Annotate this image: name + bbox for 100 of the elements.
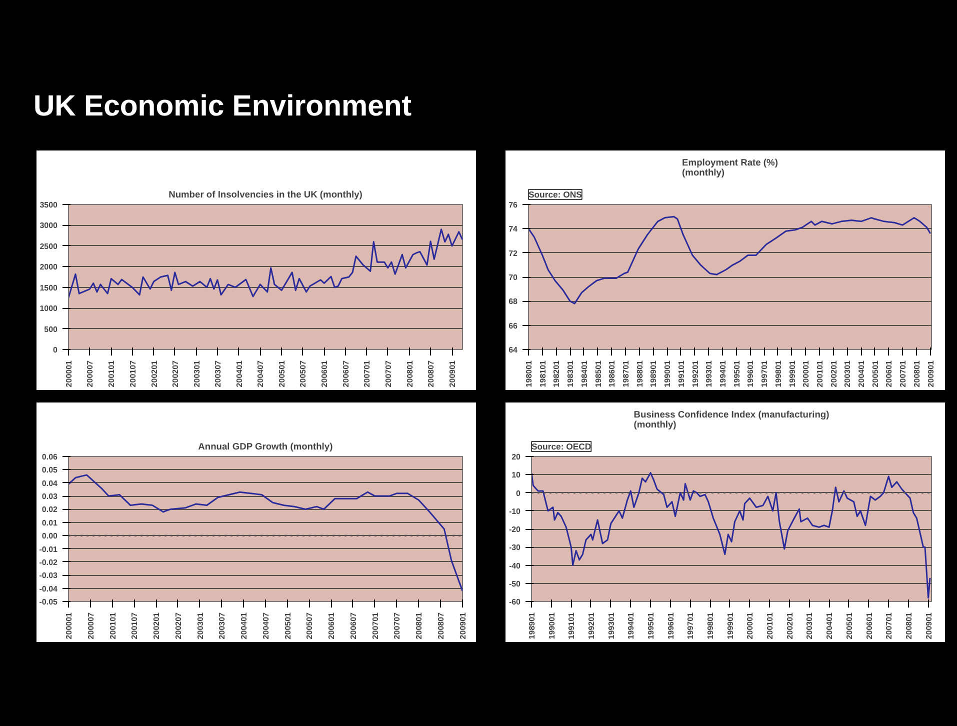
source-note: Source: ONS [528,190,582,200]
x-tick-label: 200801 [904,612,914,640]
x-tick-label: 199801 [706,612,716,640]
x-tick-label: 200701 [362,360,372,388]
y-tick-label: -30 [508,543,522,552]
y-tick-label: -10 [508,506,522,516]
x-tick-label: 200007 [86,612,96,640]
x-tick-label: 200207 [174,612,183,640]
y-tick-label: 1500 [40,283,58,292]
line-series [532,472,931,599]
x-tick-label: 199301 [606,612,616,640]
line-series [528,216,932,304]
x-tick-label: 199101 [567,612,576,640]
x-tick-label: 200807 [426,360,436,388]
y-tick-label: -0.05 [39,598,58,606]
y-tick-label: -50 [508,579,522,588]
x-tick-label: 200901 [926,360,936,388]
line-series [68,474,462,592]
y-tick-label: 74 [508,224,518,234]
x-tick-label: 200807 [436,612,446,640]
x-tick-label: 200607 [348,612,358,640]
y-tick-label: 64 [508,346,518,354]
x-tick-label: 199001 [663,360,672,388]
x-tick-label: 200301 [196,612,205,640]
x-tick-label: 199301 [704,360,714,388]
x-tick-label: 200901 [448,360,458,388]
y-tick-label: 76 [508,200,518,210]
y-tick-label: 70 [508,273,518,282]
y-tick-label: 72 [508,248,518,258]
x-tick-label: 198101 [538,360,548,388]
y-tick-label: 0.00 [42,532,58,541]
y-tick-label: 2500 [40,242,58,251]
x-tick-label: 200301 [805,612,814,640]
x-tick-label: 200601 [320,360,330,388]
x-tick-label: 200301 [843,360,852,388]
x-tick-label: 199601 [666,612,676,640]
x-tick-label: 199501 [732,360,742,388]
x-tick-label: 200101 [107,360,116,388]
x-tick-label: 200001 [802,360,811,388]
x-tick-label: 200301 [192,360,202,388]
text: UK Economic Environment [34,90,412,122]
y-tick-label: 68 [508,297,518,306]
x-tick-label: 200101 [766,612,775,640]
x-tick-label: 199701 [686,612,696,640]
x-tick-label: 199601 [746,360,756,388]
x-tick-label: 200101 [815,360,824,388]
x-tick-label: 200201 [829,360,838,388]
x-tick-label: 200801 [414,612,424,640]
x-tick-label: 198901 [649,360,658,388]
y-tick-label: 0.03 [42,492,58,502]
y-tick-label: 0.06 [42,452,58,462]
chart-title: Annual GDP Growth (monthly) [198,442,333,452]
x-tick-label: 198501 [594,360,603,388]
x-tick-label: 200601 [864,612,874,640]
chart-title: Employment Rate (%) (monthly) [682,158,778,178]
y-tick-label: 0.01 [42,518,58,528]
y-tick-label: -20 [508,525,522,534]
x-tick-label: 200507 [298,360,308,388]
y-tick-label: 2000 [40,262,58,272]
x-tick-label: 199401 [718,360,728,388]
x-tick-label: 200201 [785,612,794,640]
y-tick-label: 1000 [40,304,58,314]
x-tick-label: 200407 [261,612,270,640]
y-tick-label: 0 [516,488,522,498]
x-tick-label: 199401 [626,612,636,640]
x-tick-label: 200401 [857,360,866,388]
x-tick-label: 200307 [218,612,227,640]
x-tick-label: 200901 [458,612,468,640]
x-tick-label: 199201 [690,360,700,388]
x-tick-label: 200107 [130,612,140,640]
x-tick-label: 200601 [327,612,336,640]
x-tick-label: 198301 [566,360,576,388]
y-tick-label: 0.05 [42,466,58,475]
x-tick-label: 199201 [586,612,596,640]
x-tick-label: 199801 [774,360,783,388]
x-tick-label: 200207 [170,360,180,388]
x-tick-label: 200001 [64,612,74,640]
x-tick-label: 200401 [240,612,249,640]
y-tick-label: 0 [53,346,58,354]
chart-title: Business Confidence Index (manufacturing) (monthly) [634,410,830,430]
x-tick-label: 200607 [341,360,350,388]
x-tick-label: 199901 [726,612,735,640]
y-tick-label: 500 [44,324,58,334]
y-tick-label: -0.03 [39,571,58,580]
x-tick-label: 199001 [547,612,556,640]
y-tick-label: 3500 [40,200,58,210]
x-tick-label: 199501 [646,612,656,640]
x-tick-label: 200801 [405,360,414,388]
x-tick-label: 198801 [635,360,644,388]
y-tick-label: 20 [512,452,522,462]
x-tick-label: 200707 [384,360,393,388]
x-tick-label: 200101 [108,612,118,640]
x-tick-label: 198001 [524,360,534,388]
x-tick-label: 200201 [152,612,162,640]
x-tick-label: 200401 [825,612,834,640]
x-tick-label: 199901 [788,360,797,388]
x-tick-label: 200501 [283,612,292,640]
x-tick-label: 198201 [552,360,562,388]
x-tick-label: 200701 [370,612,380,640]
x-tick-label: 200001 [64,360,74,388]
